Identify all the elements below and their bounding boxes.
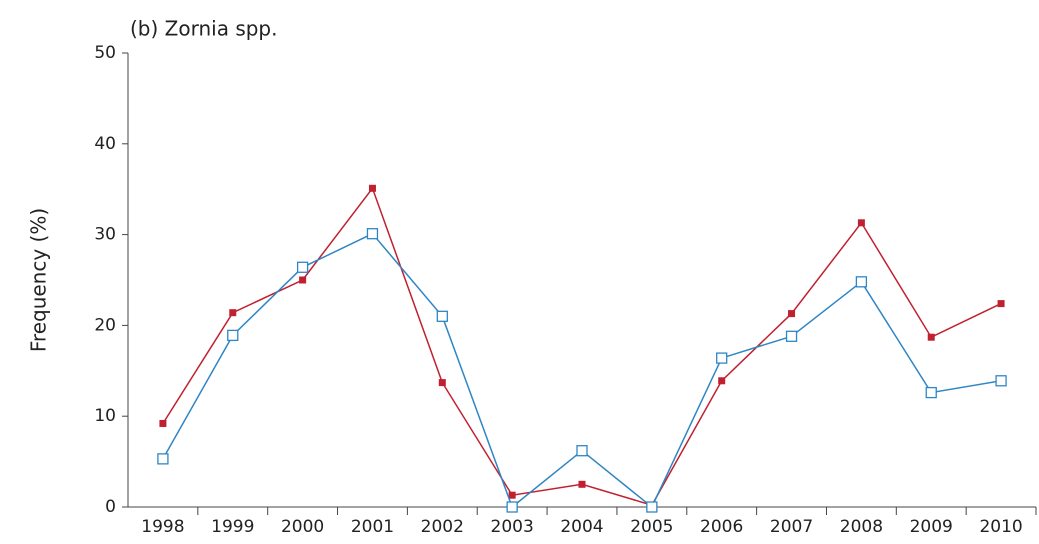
data-point: [508, 491, 516, 499]
y-tick-label: 0: [105, 497, 116, 517]
x-tick-label: 1998: [141, 517, 184, 537]
chart-title: (b) Zornia spp.: [130, 17, 277, 41]
data-point: [578, 480, 586, 488]
data-point: [368, 184, 376, 192]
data-point: [927, 333, 935, 341]
data-point: [788, 310, 796, 318]
y-tick-label: 40: [94, 134, 116, 154]
data-point: [576, 445, 588, 457]
data-point: [159, 419, 167, 427]
data-point: [785, 330, 798, 342]
x-tick-label: 2005: [630, 517, 673, 537]
x-tick-label: 2009: [910, 517, 953, 537]
data-point: [157, 453, 169, 465]
data-point: [229, 309, 237, 317]
data-point: [995, 375, 1007, 387]
data-point: [296, 261, 309, 273]
x-tick-label: 2000: [281, 517, 324, 537]
data-point: [366, 228, 379, 240]
data-point: [438, 379, 446, 387]
series-line: [162, 232, 1002, 509]
data-point: [855, 276, 868, 288]
data-point: [227, 329, 239, 342]
x-tick-label: 2007: [770, 517, 813, 537]
data-point: [299, 276, 307, 284]
data-point: [646, 501, 658, 513]
x-tick-label: 1999: [211, 517, 254, 537]
x-tick-label: 2010: [979, 517, 1022, 537]
x-tick-label: 2006: [700, 517, 743, 537]
x-tick-label: 2002: [421, 517, 464, 537]
data-point: [718, 377, 726, 385]
x-tick-label: 2004: [560, 517, 603, 537]
y-tick-label: 50: [94, 43, 116, 63]
x-tick-label: 2003: [491, 517, 534, 537]
y-tick-label: 10: [94, 406, 116, 426]
data-point: [716, 352, 728, 364]
data-point: [857, 219, 865, 227]
x-tick-label: 2001: [351, 517, 394, 537]
y-tick-label: 20: [94, 315, 116, 335]
y-tick-label: 30: [94, 225, 116, 245]
data-point: [925, 386, 937, 399]
series-line: [162, 186, 1002, 507]
data-point: [506, 501, 518, 513]
x-tick-label: 2008: [840, 517, 883, 537]
y-axis-label: Frequency (%): [27, 208, 51, 352]
data-point: [436, 310, 448, 322]
data-point: [997, 300, 1005, 308]
